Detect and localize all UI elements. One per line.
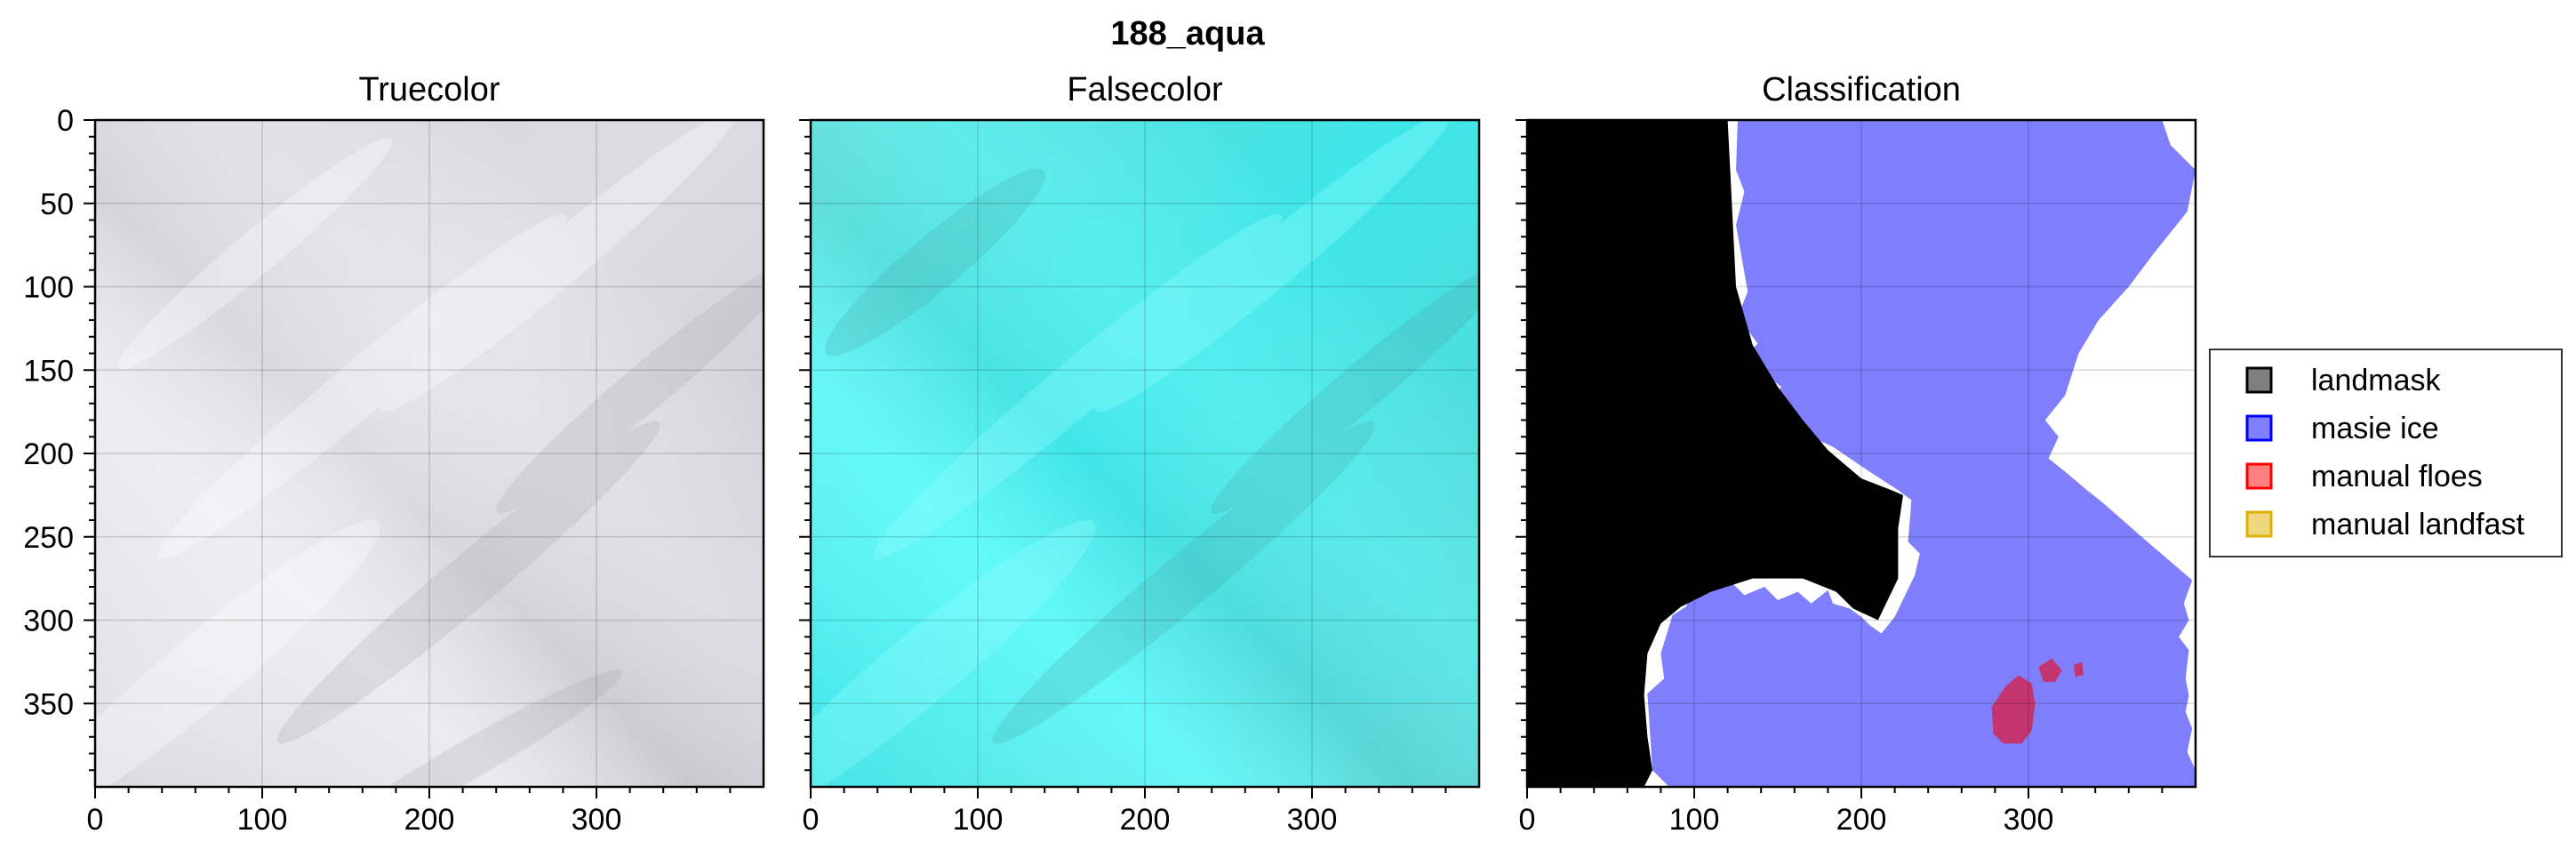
panel-title: Falsecolor [1067,71,1223,108]
manual-floe-region [1991,675,2036,744]
falsecolor-image [811,120,1479,787]
x-tick-label: 0 [87,803,104,837]
y-tick-label: 50 [40,188,74,221]
x-tick-label: 300 [572,803,622,837]
legend-label: landmask [2311,364,2442,397]
y-tick-label: 100 [23,271,74,305]
y-tick-label: 200 [23,437,74,471]
manual-floe-region [2073,662,2084,678]
x-tick-label: 200 [1836,803,1887,837]
y-tick-label: 250 [23,521,74,555]
y-tick-label: 0 [57,104,74,138]
x-tick-label: 100 [1669,803,1720,837]
truecolor-image [95,120,764,787]
x-tick-label: 300 [1287,803,1338,837]
landmask-region [1527,120,1903,787]
y-tick-label: 300 [23,605,74,638]
falsecolor-panel: Falsecolor 0 100 200 300 [799,71,1481,837]
panel-title: Classification [1762,71,1961,108]
x-tick-label: 300 [2004,803,2054,837]
x-tick-label: 100 [237,803,288,837]
x-tick-label: 100 [953,803,1004,837]
legend-swatch [2245,462,2273,490]
x-tick-label: 200 [1120,803,1171,837]
legend-label: masie ice [2311,412,2439,445]
x-tick-label: 200 [404,803,455,837]
legend-label: manual landfast [2311,508,2525,541]
legend-swatch [2245,510,2273,538]
masie-ice-region [1647,120,2196,787]
manual-floe-region [2038,658,2062,682]
y-tick-label: 350 [23,687,74,721]
classification-image [1527,120,2196,787]
x-tick-label: 0 [803,803,820,837]
legend-swatch [2245,366,2273,394]
legend: landmask masie ice manual floes manual land… [2209,349,2563,557]
classification-panel: Classification 0 100 200 300 [1516,71,2197,837]
legend-label: manual floes [2311,460,2483,493]
y-tick-label: 150 [23,354,74,388]
panel-title: Truecolor [358,71,500,108]
truecolor-panel: Truecolor 0 100 200 300 0 50 100 150 200 250 300 35… [23,71,765,837]
x-tick-label: 0 [1519,803,1536,837]
figure-suptitle: 188_aqua [1110,15,1265,52]
legend-swatch [2245,414,2273,442]
